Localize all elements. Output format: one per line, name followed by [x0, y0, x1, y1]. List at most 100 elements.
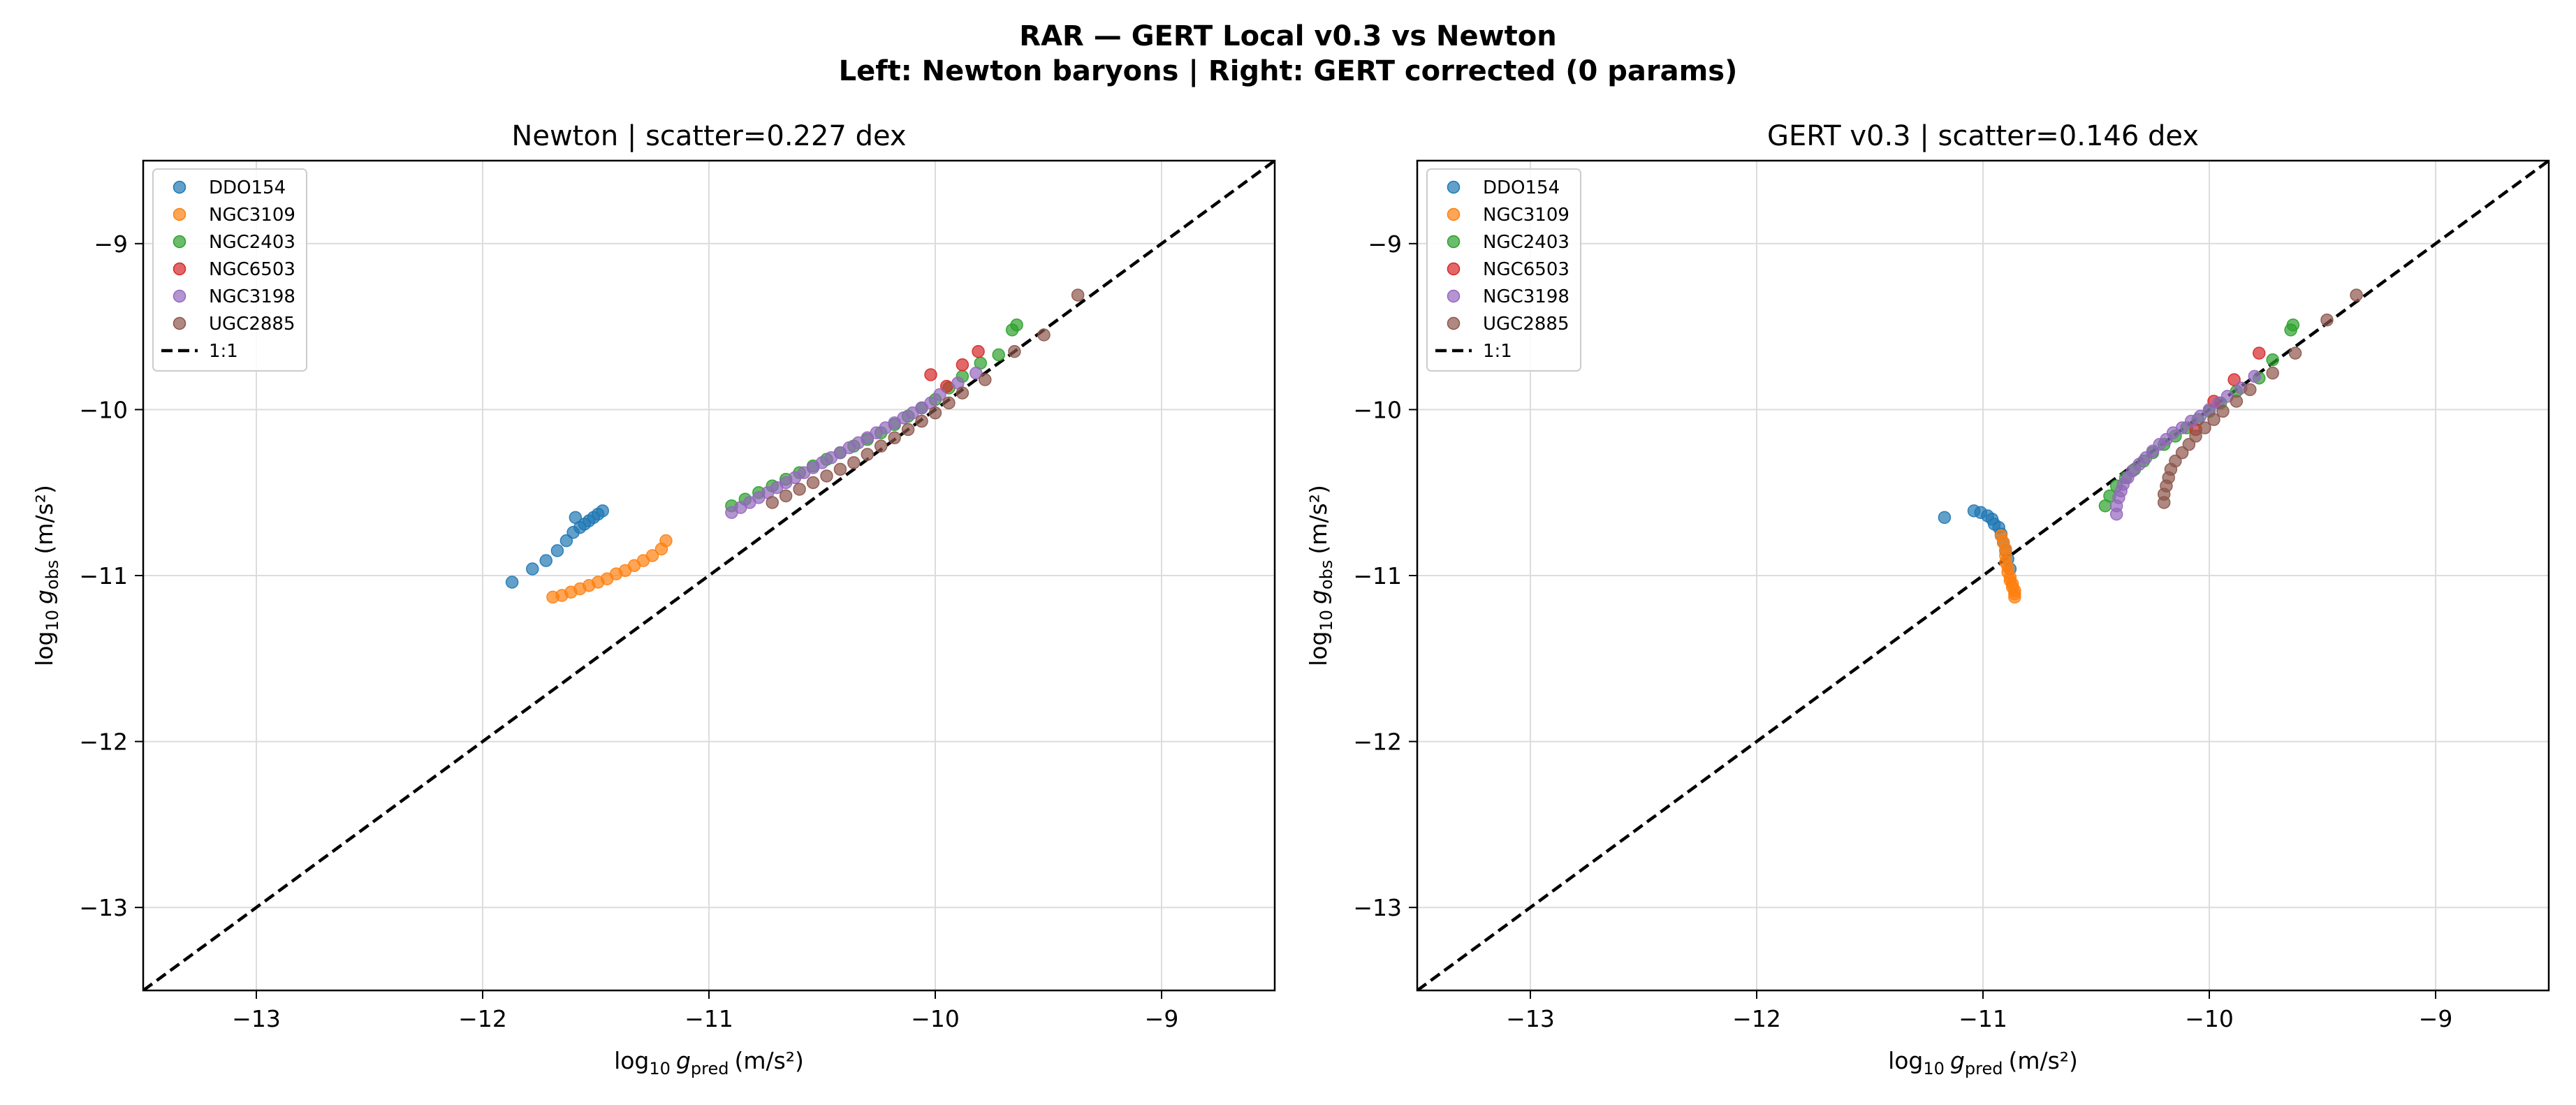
gert-legend-label-NGC6503: NGC6503 — [1483, 259, 1569, 280]
newton-series-NGC3109 — [546, 534, 673, 604]
gert-point-UGC2885-14 — [2266, 366, 2279, 380]
newton-xtick-label-3: −10 — [911, 1005, 960, 1032]
gert-legend-marker-NGC3109 — [1447, 207, 1461, 221]
newton-xtick-label-4: −9 — [1145, 1005, 1179, 1032]
newton-point-DDO154-1 — [526, 562, 539, 576]
gert-point-NGC6503-2 — [2227, 373, 2241, 386]
gert-legend-label-DDO154: DDO154 — [1483, 177, 1560, 198]
gert-ytick-label-4: −9 — [1368, 230, 1402, 258]
newton-series-UGC2885 — [766, 288, 1085, 509]
gert-point-UGC2885-13 — [2244, 383, 2257, 397]
newton-point-UGC2885-2 — [793, 483, 806, 496]
gert-point-NGC3198-13 — [2175, 421, 2189, 434]
gert-series-NGC3109 — [1994, 529, 2021, 604]
newton-point-NGC2403-21 — [1010, 318, 1023, 332]
newton-point-NGC6503-0 — [924, 368, 937, 381]
newton-legend-label-NGC6503: NGC6503 — [209, 259, 295, 280]
figure-suptitle-line2: Left: Newton baryons | Right: GERT corre… — [838, 55, 1738, 87]
gert-title: GERT v0.3 | scatter=0.146 dex — [1767, 120, 2199, 152]
gert-point-UGC2885-7 — [2182, 438, 2196, 451]
newton-point-DDO154-3 — [550, 544, 564, 557]
newton-point-DDO154-12 — [569, 511, 583, 525]
gert-point-NGC2403-15 — [2266, 353, 2279, 367]
newton-point-UGC2885-9 — [888, 431, 901, 445]
gert-xlabel: log10 gpred (m/s²) — [1888, 1047, 2078, 1078]
newton-point-UGC2885-5 — [833, 462, 847, 476]
newton-xtick-label-2: −11 — [685, 1005, 733, 1032]
gert-point-UGC2885-12 — [2230, 395, 2244, 408]
newton-point-UGC2885-17 — [1037, 328, 1051, 342]
gert-point-UGC2885-6 — [2175, 446, 2189, 460]
gert-point-UGC2885-17 — [2350, 288, 2363, 302]
newton-ytick-label-4: −9 — [94, 230, 128, 258]
newton-point-DDO154-2 — [539, 554, 552, 567]
newton-legend-marker-NGC3109 — [173, 207, 186, 221]
newton-title: Newton | scatter=0.227 dex — [511, 120, 906, 152]
gert-point-UGC2885-8 — [2189, 430, 2202, 443]
newton-legend-label-NGC3109: NGC3109 — [209, 205, 295, 226]
gert-legend-box — [1426, 168, 1581, 372]
gert-point-NGC2403-17 — [2286, 318, 2300, 332]
gert-legend-label-NGC3198: NGC3198 — [1483, 286, 1569, 307]
gert-legend-label-NGC2403: NGC2403 — [1483, 232, 1569, 253]
gert-xtick-label-2: −11 — [1959, 1005, 2007, 1032]
gert-legend-marker-UGC2885 — [1447, 316, 1461, 330]
newton-ylabel: log10gobs(m/s²) — [31, 485, 62, 666]
newton-legend-box — [152, 168, 307, 372]
gert-xtick-label-4: −9 — [2419, 1005, 2453, 1032]
newton-ytick-label-2: −11 — [79, 562, 128, 590]
newton-point-UGC2885-11 — [915, 414, 928, 428]
gert-point-NGC3109-13 — [2008, 590, 2021, 604]
newton-point-UGC2885-15 — [979, 373, 992, 386]
gert-ylabel: log10gobs(m/s²) — [1305, 485, 1336, 666]
newton-point-UGC2885-3 — [806, 476, 820, 490]
newton-point-NGC3198-25 — [969, 366, 983, 380]
newton-point-NGC3109-13 — [659, 534, 673, 548]
newton-point-UGC2885-8 — [874, 439, 888, 453]
newton-point-UGC2885-16 — [1008, 344, 1021, 358]
gert-point-UGC2885-11 — [2216, 404, 2230, 418]
newton-point-UGC2885-0 — [766, 496, 779, 509]
gert-point-NGC6503-3 — [2253, 346, 2266, 360]
newton-xlabel: log10 gpred (m/s²) — [614, 1047, 804, 1078]
gert-point-UGC2885-5 — [2169, 454, 2182, 468]
newton-point-UGC2885-18 — [1071, 288, 1085, 302]
newton-xtick-label-1: −12 — [458, 1005, 507, 1032]
newton-point-UGC2885-10 — [901, 423, 915, 437]
gert-ytick-label-2: −11 — [1353, 562, 1402, 590]
newton-point-NGC3198-23 — [933, 388, 946, 402]
figure-suptitle-line1: RAR — GERT Local v0.3 vs Newton — [1019, 20, 1557, 52]
newton-point-UGC2885-6 — [847, 456, 861, 469]
gert-point-UGC2885-10 — [2207, 413, 2220, 426]
newton-legend-marker-NGC6503 — [173, 262, 186, 276]
newton-legend-label-NGC2403: NGC2403 — [209, 232, 295, 253]
gert-series-UGC2885 — [2157, 288, 2363, 509]
gert-xtick-label-0: −13 — [1506, 1005, 1555, 1032]
newton-series-NGC6503 — [924, 344, 985, 393]
newton-point-NGC6503-3 — [972, 344, 985, 358]
newton-ytick-label-3: −10 — [79, 396, 128, 423]
gert-legend-marker-DDO154 — [1447, 180, 1461, 194]
gert-legend-marker-NGC6503 — [1447, 262, 1461, 276]
newton-ytick-label-1: −12 — [79, 729, 128, 756]
newton-legend-label-reference: 1:1 — [209, 341, 238, 362]
newton-point-NGC2403-19 — [992, 348, 1005, 362]
gert-point-DDO154-0 — [1938, 511, 1952, 525]
gert-point-NGC3198-20 — [2248, 369, 2262, 383]
gert-legend-marker-NGC2403 — [1447, 235, 1461, 249]
newton-point-UGC2885-12 — [928, 406, 942, 420]
newton-legend-marker-UGC2885 — [173, 316, 186, 330]
newton-point-NGC6503-2 — [956, 358, 969, 372]
gert-point-UGC2885-16 — [2320, 313, 2334, 327]
newton-xtick-label-0: −13 — [232, 1005, 281, 1032]
newton-point-UGC2885-13 — [942, 396, 956, 410]
newton-legend-marker-DDO154 — [173, 180, 186, 194]
newton-legend-label-UGC2885: UGC2885 — [209, 314, 295, 335]
gert-xtick-label-3: −10 — [2185, 1005, 2234, 1032]
gert-ytick-label-3: −10 — [1353, 396, 1402, 423]
gert-legend-label-reference: 1:1 — [1483, 341, 1512, 362]
newton-point-UGC2885-7 — [861, 448, 874, 461]
